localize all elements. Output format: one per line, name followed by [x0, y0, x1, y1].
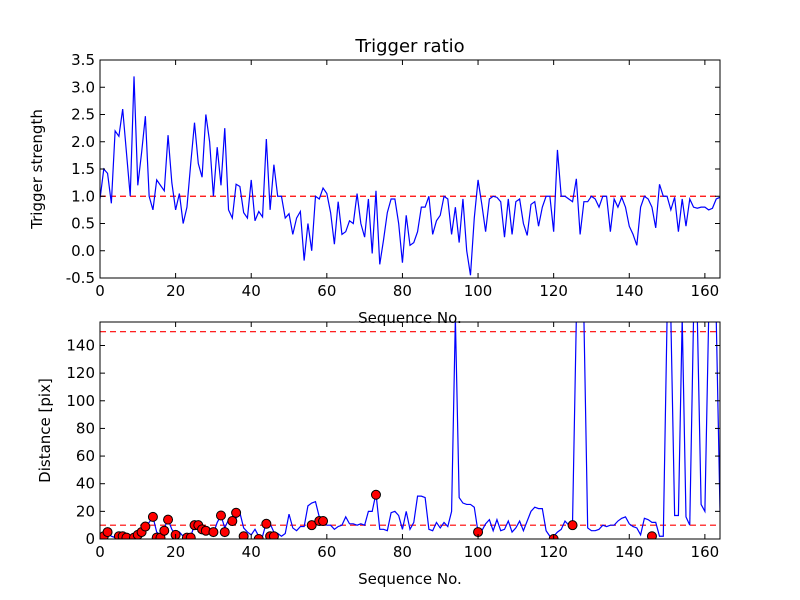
y-tick-label: 1.5	[71, 160, 95, 178]
data-marker	[185, 532, 196, 539]
data-marker	[219, 527, 230, 538]
data-marker	[646, 531, 657, 539]
x-tick-label: 120	[539, 282, 568, 300]
chart-title: Trigger ratio	[354, 36, 464, 57]
data-marker	[102, 527, 113, 538]
data-marker	[140, 521, 151, 532]
y-tick-label: 2.5	[71, 106, 95, 124]
distance-chart: 0 20 40 60 80 100 120 140 160 0 20 40 60 80 100 120 140 S…	[36, 321, 721, 588]
x-tick-label: 160	[691, 282, 720, 300]
data-marker	[227, 516, 238, 527]
x-tick-label: 100	[464, 543, 493, 561]
data-marker	[306, 520, 317, 531]
data-marker	[208, 527, 219, 538]
y-tick-label: 2.0	[71, 133, 95, 151]
data-marker	[147, 511, 158, 522]
y-tick-label: 0.5	[71, 215, 95, 233]
y-tick-label: 3.5	[71, 51, 95, 69]
y-axis-label: Trigger strength	[28, 109, 46, 230]
x-tick-label: 60	[317, 543, 336, 561]
y-tick-label: 3.0	[71, 78, 95, 96]
data-marker	[261, 518, 272, 529]
x-tick-label: 100	[464, 282, 493, 300]
y-tick-label: 0	[85, 530, 95, 548]
x-axis-label: Sequence No.	[358, 570, 462, 588]
data-marker	[159, 525, 170, 536]
y-tick-label: 60	[76, 447, 95, 465]
marker-group	[100, 489, 657, 539]
y-tick-label: 40	[76, 475, 95, 493]
y-tick-label: 0.0	[71, 242, 95, 260]
x-tick-label: 140	[615, 282, 644, 300]
data-marker	[370, 489, 381, 500]
x-tick-label: 20	[166, 282, 185, 300]
x-tick-label: 40	[242, 543, 261, 561]
x-tick-label: 160	[691, 543, 720, 561]
x-tick-label: 20	[166, 543, 185, 561]
x-axis-label: Sequence No.	[358, 309, 462, 327]
x-tick-label: 40	[242, 282, 261, 300]
y-tick-label: 80	[76, 419, 95, 437]
y-tick-label: 100	[66, 392, 95, 410]
data-marker	[318, 516, 329, 527]
trigger-ratio-chart: 0 20 40 60 80 100 120 140 160 -0.5 0.0 0.5 1.0 1.5 2.0…	[28, 36, 721, 327]
x-tick-label: 80	[393, 282, 412, 300]
x-tick-label: 140	[615, 543, 644, 561]
x-tick-label: 80	[393, 543, 412, 561]
series-line-trigger_strength	[100, 76, 720, 276]
data-marker	[567, 520, 578, 531]
y-tick-label: 20	[76, 502, 95, 520]
x-tick-label: 0	[95, 543, 105, 561]
data-marker	[253, 534, 264, 539]
x-tick-label: 120	[539, 543, 568, 561]
y-tick-label: 140	[66, 336, 95, 354]
y-axis-label: Distance [pix]	[36, 378, 54, 483]
y-tick-label: 120	[66, 364, 95, 382]
data-marker	[231, 507, 242, 518]
y-tick-label: -0.5	[66, 269, 95, 287]
y-tick-label: 1.0	[71, 187, 95, 205]
data-marker	[215, 510, 226, 521]
x-tick-label: 60	[317, 282, 336, 300]
x-tick-label: 0	[95, 282, 105, 300]
data-marker	[238, 531, 249, 539]
plot-frame	[99, 321, 721, 540]
data-marker	[163, 514, 174, 525]
data-marker	[268, 531, 279, 539]
